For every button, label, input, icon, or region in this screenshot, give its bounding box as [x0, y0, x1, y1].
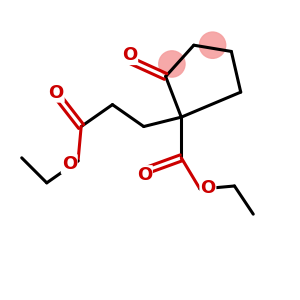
Circle shape — [200, 32, 226, 58]
Text: O: O — [200, 178, 215, 196]
Text: O: O — [137, 166, 152, 184]
Text: O: O — [49, 84, 64, 102]
Text: O: O — [62, 155, 77, 173]
Circle shape — [159, 51, 185, 77]
Text: O: O — [122, 46, 137, 64]
